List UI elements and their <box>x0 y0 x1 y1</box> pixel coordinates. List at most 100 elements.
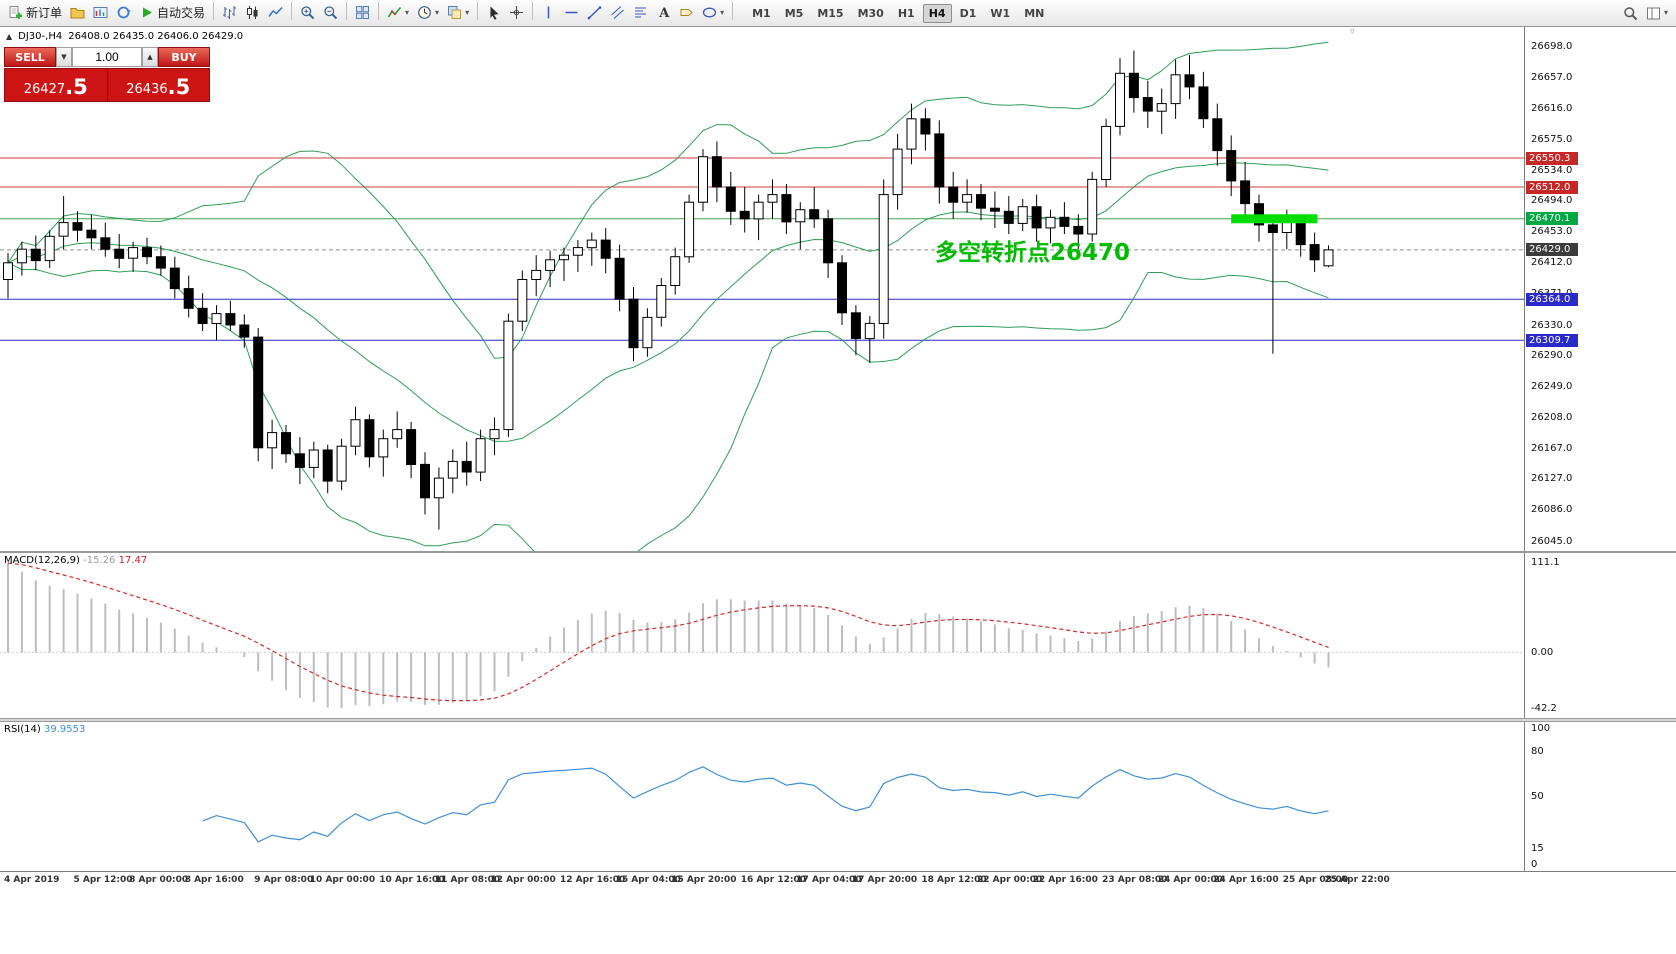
fibonacci-icon <box>635 7 647 18</box>
price-chart-canvas[interactable] <box>0 27 1524 551</box>
templates-icon <box>448 6 462 20</box>
timeframe-d1[interactable]: D1 <box>959 6 977 20</box>
chart-shift-marker[interactable]: ▿ <box>1350 27 1355 37</box>
price-frac: .5 <box>167 75 191 99</box>
tile-windows-button[interactable] <box>351 2 374 24</box>
candlestick-chart-button[interactable] <box>241 2 264 24</box>
macd-pane[interactable]: MACD(12,26,9) -15.26 17.47 <box>0 553 1524 718</box>
toolbar-separator <box>346 2 348 21</box>
time-axis-label: 8 Apr 00:00 <box>129 875 189 885</box>
ohlc-values: 26408.0 26435.0 26406.0 26429.0 <box>68 31 244 42</box>
timeframe-m15[interactable]: M15 <box>817 6 844 20</box>
time-axis-label: 5 Apr 12:00 <box>73 875 133 885</box>
refresh-button[interactable] <box>112 2 135 24</box>
line-chart-button[interactable] <box>264 2 287 24</box>
price-int: 26427 <box>23 82 66 97</box>
dropdown-arrow-icon: ▾ <box>405 7 410 17</box>
time-axis-label: 4 Apr 2019 <box>4 875 60 885</box>
periods-button[interactable]: ▾ <box>413 2 443 24</box>
horizontal-line-button[interactable] <box>560 2 583 24</box>
label-icon <box>680 9 693 17</box>
channel-button[interactable] <box>606 2 629 24</box>
rsi-scale[interactable]: 100 80 50 15 0 <box>1524 722 1676 871</box>
market-watch-button[interactable] <box>89 2 112 24</box>
time-axis-label: 17 Apr 20:00 <box>851 875 918 885</box>
timeframe-h1[interactable]: H1 <box>897 6 915 20</box>
sell-button[interactable]: SELL <box>4 47 56 67</box>
horizontal-line-icon <box>565 12 578 14</box>
price-line-badge: 26470.1 <box>1526 212 1578 226</box>
timeframe-mn[interactable]: MN <box>1024 6 1045 20</box>
macd-scale[interactable]: 111.1 0.00 -42.2 <box>1524 553 1676 718</box>
text-button[interactable]: A <box>652 2 675 24</box>
volume-increase-button[interactable]: ▲ <box>142 47 158 67</box>
time-axis-label: 24 Apr 00:00 <box>1157 875 1223 885</box>
timeframe-toolbar: M1 M5 M15 M30 H1 H4 D1 W1 MN <box>746 3 1050 23</box>
time-axis-label: 22 Apr 16:00 <box>1032 875 1098 885</box>
pane-splitter[interactable] <box>0 551 1676 553</box>
timeframe-m5[interactable]: M5 <box>784 6 804 20</box>
macd-canvas[interactable] <box>0 553 1524 718</box>
one-click-collapse-icon[interactable]: ▲ <box>6 32 13 41</box>
zoom-in-button[interactable] <box>296 2 319 24</box>
shapes-icon <box>702 7 717 18</box>
shapes-button[interactable]: ▾ <box>698 2 728 24</box>
vertical-line-button[interactable] <box>537 2 560 24</box>
volume-decrease-button[interactable]: ▼ <box>56 47 72 67</box>
zoom-out-button[interactable] <box>319 2 342 24</box>
profiles-icon <box>70 8 85 19</box>
bar-chart-icon <box>223 6 237 20</box>
price-scale[interactable]: 26698.0 26657.0 26616.0 26575.0 26534.0 26494… <box>1524 27 1676 551</box>
refresh-icon <box>117 6 131 19</box>
market-watch-icon <box>93 7 108 19</box>
profiles-button[interactable] <box>66 2 89 24</box>
layout-button[interactable]: ▾ <box>1642 2 1672 24</box>
macd-name: MACD(12,26,9) <box>4 555 80 566</box>
chart-annotation[interactable]: 多空转折点26470 <box>935 240 1131 266</box>
volume-input[interactable] <box>72 47 142 67</box>
rsi-pane[interactable]: RSI(14) 39.9553 <box>0 722 1524 871</box>
indicators-button[interactable]: ▾ <box>383 2 413 24</box>
time-axis-label: 9 Apr 08:00 <box>254 875 314 885</box>
periods-icon <box>418 6 431 20</box>
buy-price-button[interactable]: 26436.5 <box>107 69 209 101</box>
price-frac: .5 <box>65 75 88 99</box>
time-axis-label: 17 Apr 04:00 <box>796 875 862 885</box>
price-tick-label: 26575.0 <box>1531 133 1573 145</box>
toolbar-separator <box>291 2 293 21</box>
price-tick-label: 26330.0 <box>1531 319 1573 331</box>
label-button[interactable] <box>675 2 698 24</box>
chart-window[interactable]: ▲ DJ30-,H4 26408.0 26435.0 26406.0 26429… <box>0 27 1676 954</box>
time-axis[interactable]: 4 Apr 2019 5 Apr 12:00 8 Apr 00:00 8 Apr 16… <box>0 871 1676 890</box>
time-axis-label: 12 Apr 00:00 <box>490 875 556 885</box>
price-tick-label: 26657.0 <box>1531 71 1573 83</box>
timeframe-h4[interactable]: H4 <box>922 3 952 23</box>
timeframe-m30[interactable]: M30 <box>857 6 884 20</box>
rsi-tick-label: 0 <box>1531 859 1538 870</box>
price-tick-label: 26045.0 <box>1531 535 1573 547</box>
bar-chart-button[interactable] <box>218 2 241 24</box>
pane-splitter[interactable] <box>0 718 1676 722</box>
cursor-button[interactable] <box>482 2 505 24</box>
price-tick-label: 26290.0 <box>1531 349 1573 361</box>
time-axis-label: 11 Apr 08:00 <box>434 875 501 885</box>
fibonacci-button[interactable] <box>629 2 652 24</box>
templates-button[interactable]: ▾ <box>443 2 473 24</box>
price-pane[interactable]: ▲ DJ30-,H4 26408.0 26435.0 26406.0 26429… <box>0 27 1524 551</box>
sell-price-button[interactable]: 26427.5 <box>5 69 107 101</box>
rsi-canvas[interactable] <box>0 722 1524 871</box>
timeframe-m1[interactable]: M1 <box>752 6 771 20</box>
price-tick-label: 26208.0 <box>1531 411 1573 423</box>
macd-label: MACD(12,26,9) -15.26 17.47 <box>4 555 147 566</box>
trendline-button[interactable] <box>583 2 606 24</box>
buy-button[interactable]: BUY <box>158 47 210 67</box>
auto-trading-button[interactable]: 自动交易 <box>135 2 209 24</box>
search-button[interactable] <box>1619 2 1642 24</box>
dropdown-arrow-icon: ▾ <box>465 7 470 17</box>
timeframe-w1[interactable]: W1 <box>990 6 1011 20</box>
price-tick-label: 26616.0 <box>1531 102 1573 114</box>
macd-signal-value: 17.47 <box>118 555 148 566</box>
crosshair-button[interactable] <box>505 2 528 24</box>
new-order-button[interactable]: 新订单 <box>4 2 66 24</box>
